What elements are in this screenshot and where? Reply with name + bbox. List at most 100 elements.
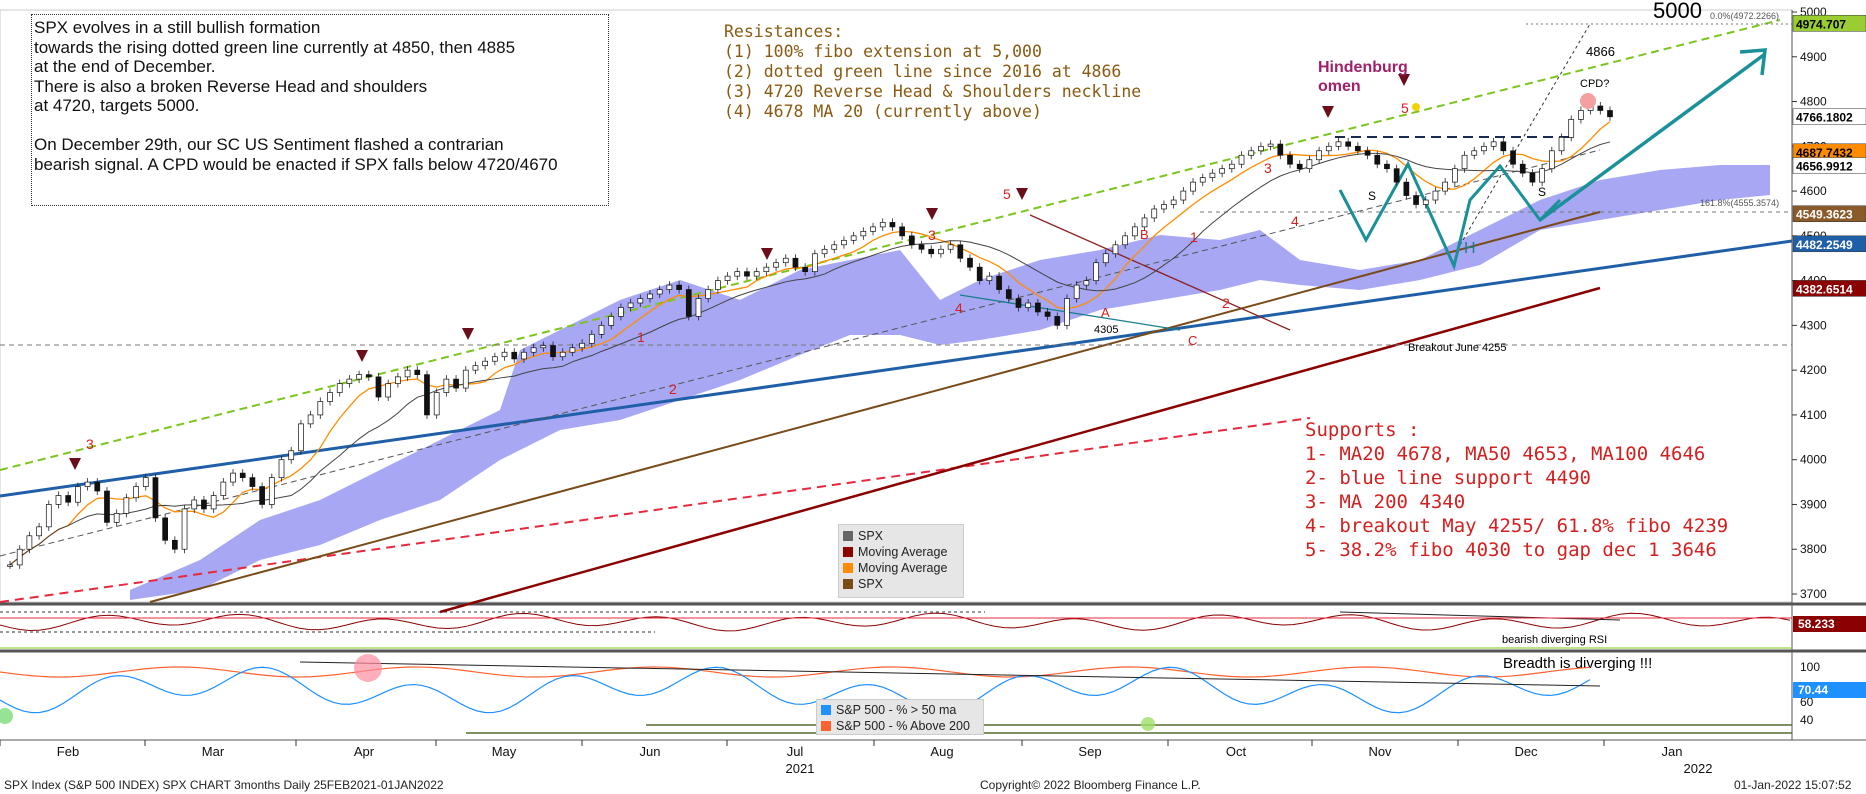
candle bbox=[1102, 253, 1109, 264]
candle bbox=[1422, 199, 1429, 205]
candle bbox=[1490, 141, 1497, 147]
candle bbox=[1471, 150, 1478, 156]
candle bbox=[462, 369, 469, 389]
candle bbox=[65, 495, 72, 503]
candle bbox=[986, 275, 993, 281]
breadth-peak-marker bbox=[354, 654, 382, 682]
candle bbox=[676, 284, 682, 290]
candle bbox=[1151, 208, 1158, 219]
candle bbox=[1529, 172, 1536, 183]
candle bbox=[1054, 316, 1061, 326]
candle bbox=[1209, 172, 1216, 178]
candle bbox=[104, 490, 110, 523]
candle bbox=[802, 266, 809, 273]
legend-label: S&P 500 - % > 50 ma bbox=[836, 703, 957, 717]
candle bbox=[249, 477, 256, 487]
red-arrow-marker bbox=[69, 458, 81, 470]
candle bbox=[947, 244, 954, 250]
rsi-value-label: 58.233 bbox=[1798, 617, 1835, 631]
candle bbox=[385, 383, 392, 398]
candle bbox=[482, 360, 489, 367]
breadth-above50-line bbox=[0, 666, 1591, 714]
candle bbox=[773, 262, 779, 268]
chart-annotation: bearish diverging RSI bbox=[1502, 634, 1607, 646]
chart-annotation: C bbox=[1188, 333, 1197, 348]
breadth-value-label: 70.44 bbox=[1798, 683, 1828, 697]
y-tick-label: 4300 bbox=[1800, 318, 1827, 332]
candle bbox=[1442, 181, 1449, 192]
chart-annotation: 5 bbox=[1401, 100, 1409, 116]
candle bbox=[1083, 280, 1090, 286]
legend-swatch bbox=[843, 563, 853, 573]
chart-annotation: 4 bbox=[1291, 213, 1299, 229]
candle bbox=[1015, 298, 1022, 308]
y-tick-label: 4000 bbox=[1800, 453, 1827, 467]
y-tick-label: 3700 bbox=[1800, 587, 1827, 601]
candle bbox=[879, 222, 886, 228]
target-arrow-head bbox=[1739, 48, 1767, 76]
candle bbox=[1228, 163, 1235, 170]
chart-legend: SPX Moving Average Moving Average SPX bbox=[838, 524, 964, 598]
candle bbox=[298, 423, 304, 452]
price-label-box bbox=[1792, 108, 1866, 125]
resistances-text: Resistances: (1) 100% fibo extension at … bbox=[724, 22, 1142, 121]
candle bbox=[782, 257, 789, 264]
candle bbox=[1248, 150, 1255, 156]
candle bbox=[365, 374, 372, 378]
candle bbox=[133, 486, 139, 499]
candle bbox=[1568, 119, 1575, 138]
price-label: 4482.2549 bbox=[1796, 238, 1853, 252]
candle bbox=[84, 481, 91, 487]
x-tick-label: Jul bbox=[787, 744, 804, 759]
candle bbox=[181, 508, 188, 550]
candle bbox=[36, 526, 42, 537]
candle bbox=[1199, 177, 1206, 183]
yellow-dot bbox=[1412, 103, 1420, 111]
candle bbox=[1510, 150, 1516, 165]
candle bbox=[550, 345, 556, 358]
x-tick-label: Jan bbox=[1662, 744, 1683, 759]
candle bbox=[1384, 163, 1390, 170]
candle bbox=[821, 248, 828, 255]
candle bbox=[627, 302, 634, 308]
ma20-line bbox=[9, 121, 1611, 566]
candle bbox=[171, 539, 178, 550]
x-tick-label: Sep bbox=[1078, 744, 1101, 759]
ma50-line bbox=[9, 141, 1611, 566]
abc-trendline-teal bbox=[959, 294, 1181, 331]
x-tick-label: Feb bbox=[57, 744, 79, 759]
candle bbox=[16, 548, 23, 566]
candle bbox=[1607, 110, 1613, 118]
x-year-label: 2021 bbox=[786, 761, 815, 776]
chart-annotation: 1 bbox=[1190, 229, 1198, 245]
candle bbox=[928, 248, 935, 255]
candle bbox=[94, 481, 101, 492]
candle bbox=[637, 298, 644, 304]
candle bbox=[1451, 168, 1458, 183]
footer-left: SPX Index (S&P 500 INDEX) SPX CHART 3mon… bbox=[4, 778, 444, 792]
candle bbox=[938, 248, 944, 255]
legend-label: S&P 500 - % Above 200 bbox=[836, 719, 970, 733]
candle bbox=[1161, 204, 1167, 210]
candle bbox=[472, 365, 479, 371]
candle bbox=[278, 459, 285, 478]
price-label-box bbox=[1792, 280, 1866, 297]
candle bbox=[744, 271, 750, 277]
y-tick-label: 3900 bbox=[1800, 497, 1827, 511]
candle bbox=[588, 333, 595, 344]
breadth-above200-line bbox=[0, 666, 1591, 678]
price-label-box bbox=[1792, 15, 1866, 32]
breadth-low-marker bbox=[1141, 717, 1155, 731]
candle bbox=[501, 351, 508, 358]
chart-annotation: Breakout June 4255 bbox=[1408, 342, 1506, 354]
candle bbox=[1325, 145, 1332, 152]
candle bbox=[850, 235, 857, 241]
chart-annotation: 2 bbox=[669, 381, 677, 397]
candle bbox=[443, 378, 450, 393]
candle bbox=[1481, 145, 1487, 152]
price-label-box bbox=[1792, 157, 1866, 174]
candle bbox=[763, 266, 770, 273]
candle bbox=[210, 495, 217, 510]
legend-entry: SPX bbox=[843, 576, 959, 592]
